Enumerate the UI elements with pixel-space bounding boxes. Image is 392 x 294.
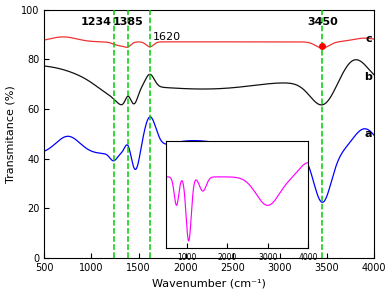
Y-axis label: Transmitance (%): Transmitance (%) bbox=[5, 85, 16, 183]
Text: 1385: 1385 bbox=[113, 17, 143, 27]
X-axis label: Wavenumber (cm⁻¹): Wavenumber (cm⁻¹) bbox=[152, 278, 266, 288]
Text: 1234: 1234 bbox=[81, 17, 112, 27]
Text: c: c bbox=[366, 34, 372, 44]
Text: 3450: 3450 bbox=[307, 17, 338, 27]
Text: 1620: 1620 bbox=[153, 32, 181, 42]
Text: a: a bbox=[365, 129, 372, 139]
Text: b: b bbox=[365, 72, 372, 82]
